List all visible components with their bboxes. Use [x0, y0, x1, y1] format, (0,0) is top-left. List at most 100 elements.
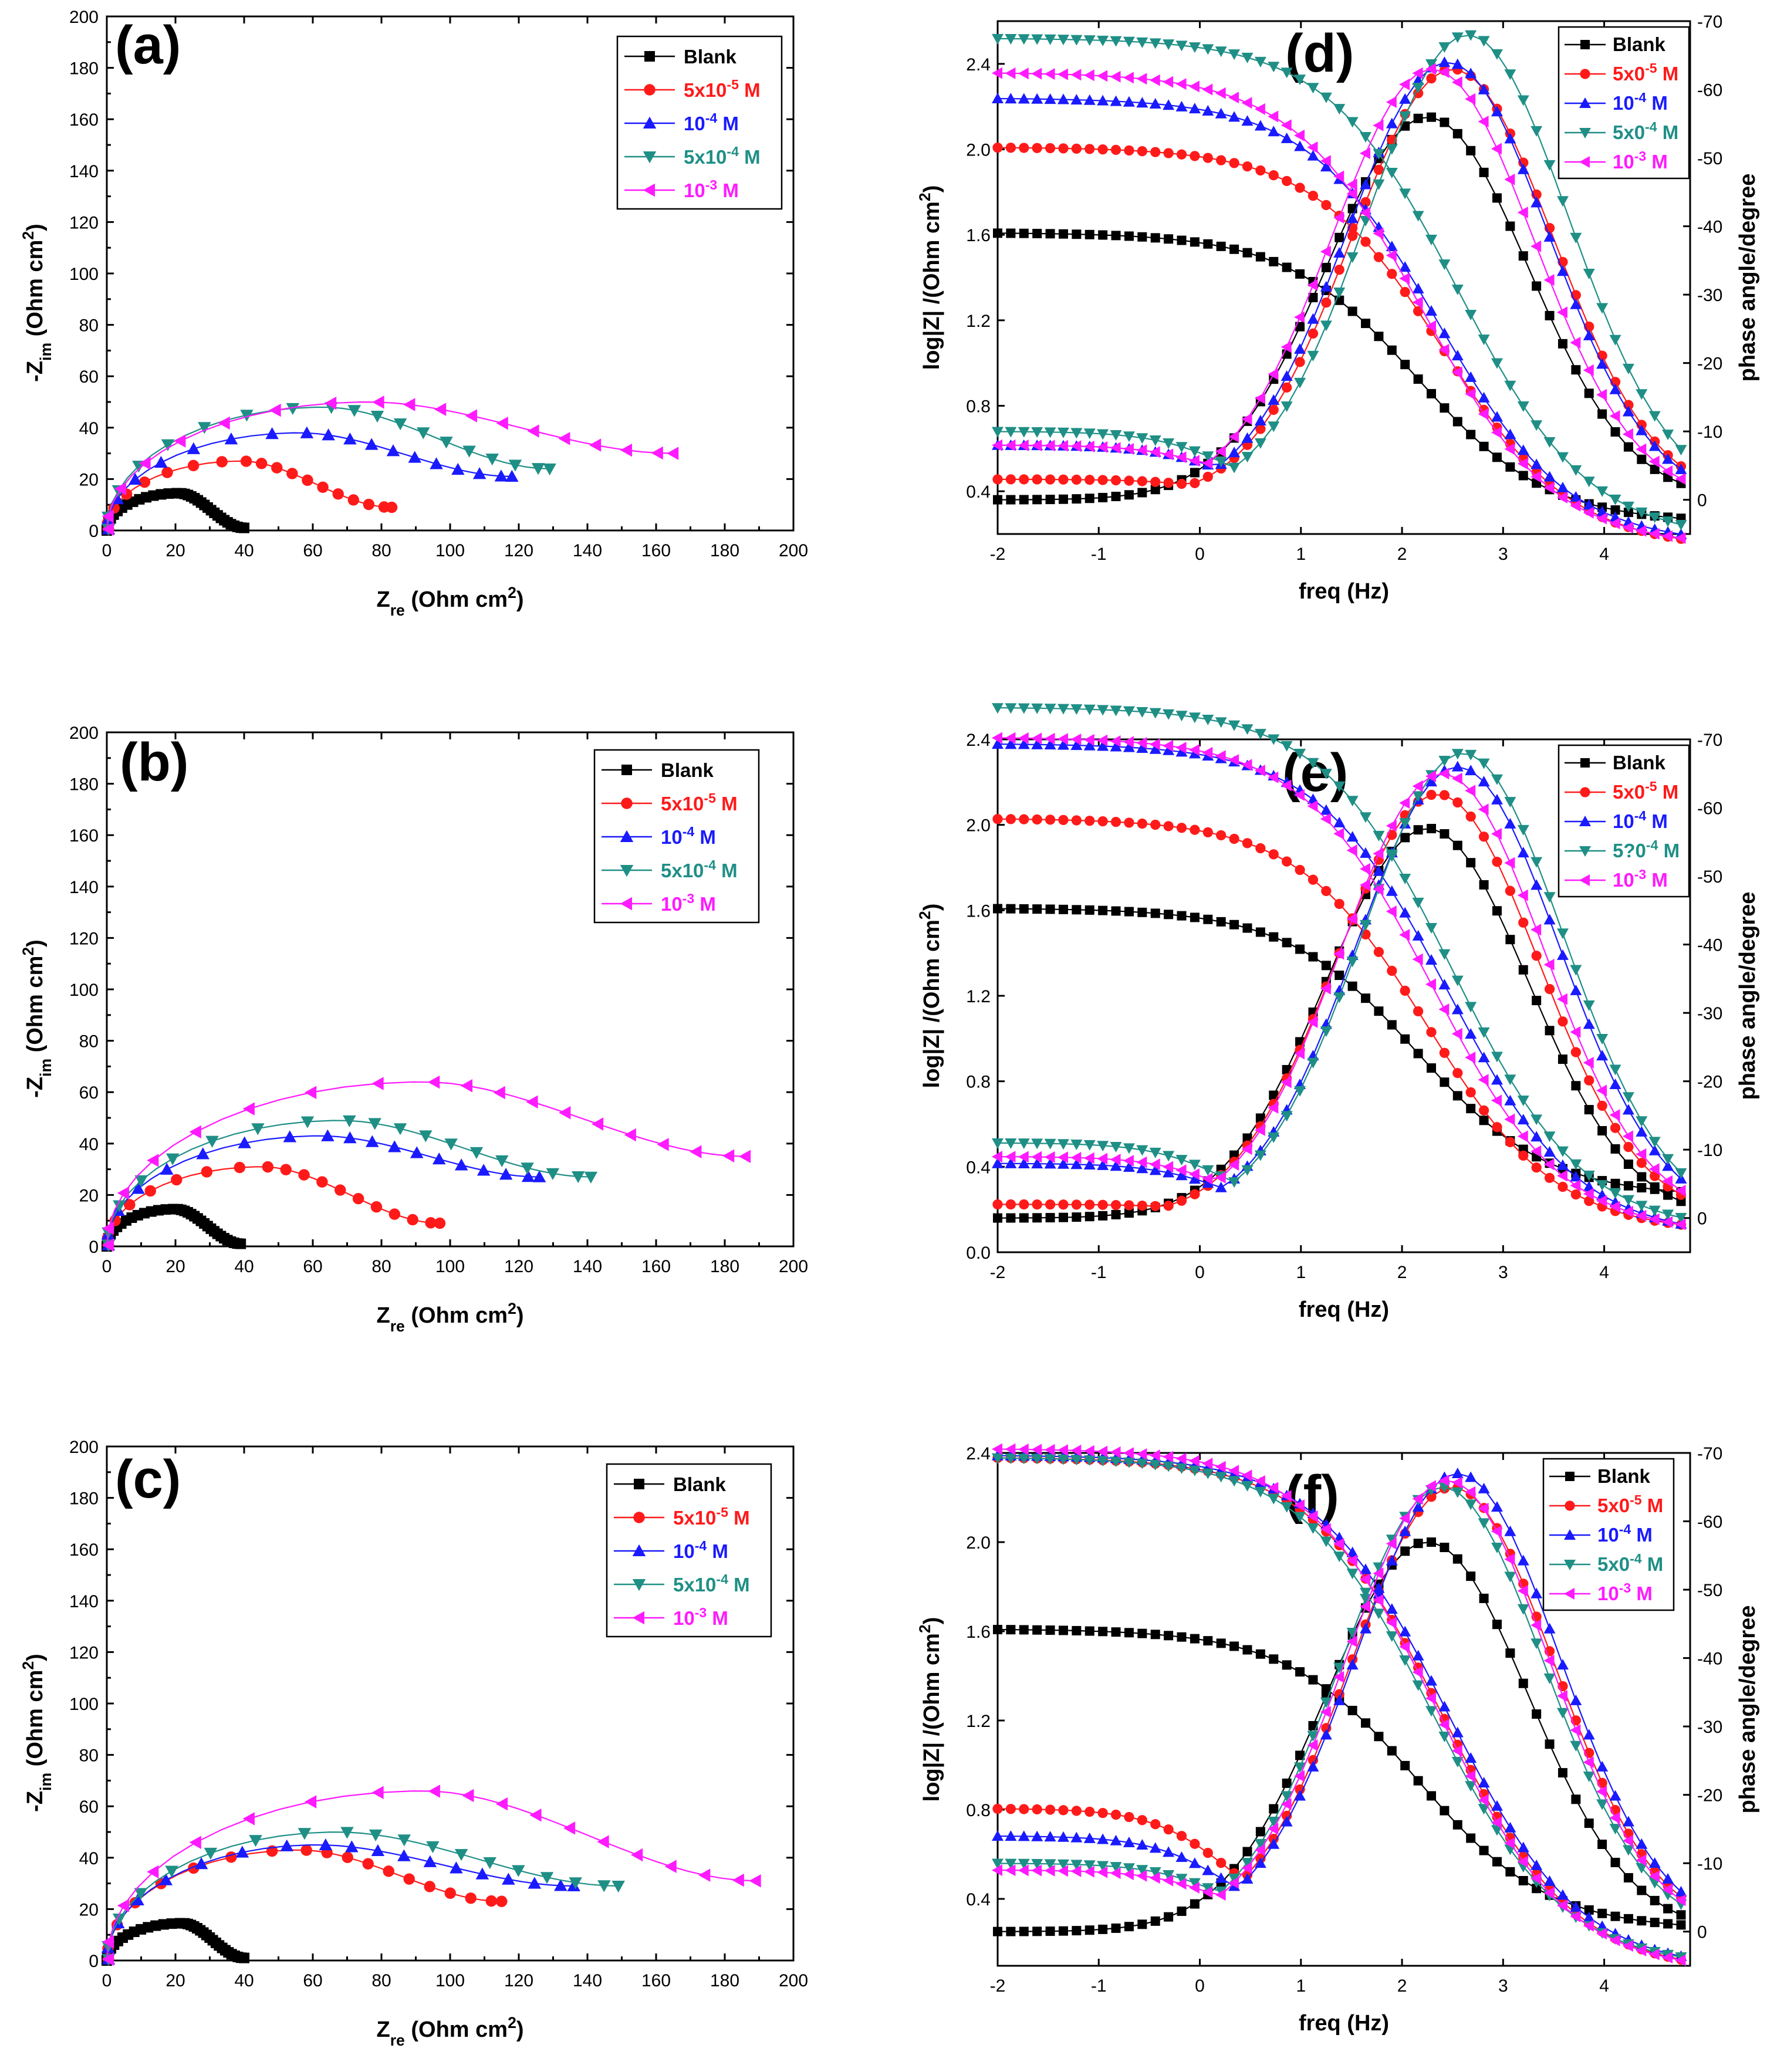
data-point — [218, 416, 230, 430]
magnitude-point — [1491, 1800, 1503, 1811]
phase-point — [1531, 857, 1543, 868]
phase-point — [1018, 1157, 1030, 1168]
data-point — [403, 1873, 415, 1885]
magnitude-point — [1609, 518, 1620, 530]
phase-point — [1400, 1546, 1410, 1556]
phase-point — [1675, 445, 1687, 456]
data-point — [493, 1086, 505, 1100]
phase-point — [1268, 368, 1279, 380]
phase-point — [1517, 824, 1529, 836]
magnitude-point — [1018, 703, 1030, 714]
phase-point — [1675, 473, 1686, 485]
magnitude-point — [1110, 1446, 1121, 1458]
y-tick-label: 0.4 — [966, 482, 991, 502]
phase-point — [993, 1213, 1002, 1223]
phase-point — [1571, 365, 1581, 375]
y-tick-label: 120 — [69, 929, 99, 948]
legend-label: Blank — [673, 1473, 727, 1495]
phase-point — [1149, 1164, 1161, 1175]
y2-tick-label: -30 — [1697, 1004, 1722, 1023]
phase-point — [1543, 274, 1555, 286]
magnitude-point — [1083, 35, 1096, 46]
magnitude-point — [1400, 1760, 1410, 1770]
y-tick-label: 2.4 — [966, 1444, 991, 1463]
phase-point — [1071, 1806, 1082, 1816]
magnitude-point — [1491, 358, 1503, 369]
data-point — [546, 1168, 560, 1180]
magnitude-point — [1123, 96, 1135, 107]
y-tick-label: 1.2 — [966, 987, 991, 1006]
magnitude-point — [1517, 401, 1529, 413]
data-point — [403, 398, 415, 411]
magnitude-point — [1084, 905, 1094, 915]
x-tick-label: 120 — [504, 1971, 533, 1990]
magnitude-point — [1215, 1461, 1226, 1473]
phase-point — [1346, 912, 1357, 925]
data-point — [657, 1138, 669, 1151]
phase-point — [1465, 785, 1476, 797]
magnitude-point — [1347, 981, 1357, 991]
phase-point — [1504, 1553, 1515, 1566]
phase-point — [1440, 1543, 1450, 1553]
phase-point — [1478, 758, 1490, 769]
phase-point — [1583, 329, 1595, 340]
data-point — [322, 428, 335, 441]
magnitude-point — [1215, 1472, 1227, 1483]
phase-point — [1505, 935, 1515, 945]
phase-point — [1057, 427, 1069, 438]
legend-label: Blank — [661, 759, 714, 781]
legend-marker — [1579, 156, 1590, 168]
magnitude-point — [1281, 119, 1292, 131]
phase-point — [1136, 1870, 1147, 1882]
data-point — [324, 396, 337, 410]
phase-point — [1202, 1177, 1214, 1188]
magnitude-point — [1163, 744, 1175, 755]
y2-tick-label: -50 — [1697, 149, 1722, 168]
x-axis-title: Zre (Ohm cm2) — [376, 584, 523, 619]
magnitude-point — [1373, 830, 1385, 841]
magnitude-point — [1268, 126, 1280, 137]
magnitude-point — [1636, 1209, 1647, 1222]
magnitude-point — [1295, 182, 1305, 193]
magnitude-point — [1202, 746, 1213, 759]
legend-marker — [643, 116, 657, 129]
magnitude-point — [1005, 143, 1016, 153]
phase-point — [1321, 262, 1331, 272]
data-point — [342, 1851, 353, 1864]
phase-point — [1570, 232, 1582, 244]
phase-point — [1083, 1152, 1094, 1164]
y-tick-label: 200 — [69, 724, 99, 743]
magnitude-point — [1281, 67, 1293, 79]
phase-point — [992, 1151, 1002, 1163]
data-point — [386, 444, 400, 457]
magnitude-point — [1215, 107, 1227, 119]
x-tick-label: 2 — [1397, 1263, 1407, 1282]
data-point — [428, 1784, 440, 1798]
phase-point — [1491, 49, 1503, 60]
magnitude-point — [1333, 781, 1346, 792]
magnitude-point — [1083, 704, 1096, 715]
x-tick-label: 2 — [1397, 545, 1407, 564]
phase-point — [1675, 1885, 1687, 1897]
data-point — [388, 1208, 401, 1220]
magnitude-point — [1110, 1456, 1122, 1468]
magnitude-point — [1596, 1195, 1607, 1207]
magnitude-point — [1084, 1626, 1094, 1636]
x-tick-label: 160 — [641, 1971, 671, 1990]
phase-point — [1636, 424, 1648, 435]
magnitude-point — [1662, 516, 1674, 528]
phase-point — [1648, 1163, 1660, 1175]
x-tick-label: 120 — [504, 1257, 533, 1276]
magnitude-point — [1098, 230, 1108, 240]
data-point — [134, 1175, 148, 1188]
magnitude-point — [1177, 911, 1187, 921]
phase-point — [1163, 1846, 1175, 1857]
phase-point — [1163, 478, 1174, 488]
phase-point — [1097, 1866, 1108, 1878]
phase-point — [1452, 1554, 1462, 1564]
magnitude-point — [1175, 100, 1188, 111]
magnitude-point — [1412, 929, 1424, 941]
magnitude-point — [1097, 35, 1109, 46]
phase-point — [1597, 1125, 1607, 1135]
